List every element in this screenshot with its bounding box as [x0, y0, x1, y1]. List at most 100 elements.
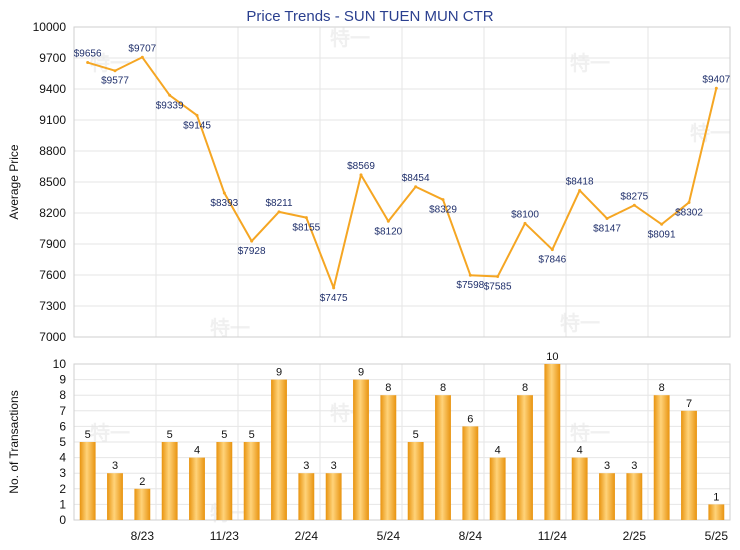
transaction-count-label: 6 [467, 413, 473, 425]
transactions-tick-label: 8 [59, 388, 66, 402]
transaction-count-label: 3 [604, 460, 610, 472]
chart-title: Price Trends - SUN TUEN MUN CTR [246, 8, 493, 25]
transaction-bar [626, 473, 643, 520]
price-point [140, 55, 144, 59]
price-data-label: $8100 [511, 209, 539, 220]
transaction-count-label: 4 [577, 445, 583, 457]
transaction-bar [298, 473, 315, 520]
price-data-label: $8569 [347, 161, 375, 172]
transaction-bar [325, 473, 342, 520]
month-tick-label: 11/24 [538, 529, 567, 543]
price-data-label: $8120 [374, 226, 402, 237]
transaction-bar [599, 473, 615, 520]
transaction-bar [489, 457, 506, 520]
transaction-count-label: 8 [440, 382, 446, 394]
transactions-tick-label: 1 [59, 497, 66, 511]
transaction-count-label: 3 [631, 460, 637, 472]
price-tick-label: 7000 [39, 330, 66, 344]
month-tick-label: 11/23 [210, 529, 239, 543]
transactions-tick-label: 10 [53, 357, 67, 371]
price-point [304, 216, 308, 220]
watermark-text: 特一 [560, 311, 600, 335]
transaction-bar [462, 426, 479, 520]
price-tick-label: 7300 [39, 299, 66, 313]
transaction-count-label: 8 [385, 382, 391, 394]
price-point [168, 93, 172, 97]
watermark-text: 特一 [90, 421, 130, 445]
transaction-bar [79, 442, 96, 520]
watermark-text: 特一 [570, 51, 610, 75]
price-data-label: $8155 [292, 223, 320, 234]
transaction-count-label: 4 [495, 445, 501, 457]
price-tick-label: 9400 [39, 82, 66, 96]
transactions-axis-label: No. of Transactions [7, 390, 21, 493]
transaction-count-label: 3 [331, 460, 337, 472]
month-tick-label: 5/25 [705, 529, 729, 543]
price-plot-frame [73, 26, 731, 338]
transaction-count-label: 9 [358, 367, 364, 379]
price-point [523, 221, 527, 225]
price-data-label: $9145 [183, 120, 211, 131]
transaction-bar [353, 379, 369, 520]
price-data-label: $8454 [402, 173, 430, 184]
transaction-count-label: 1 [713, 491, 719, 503]
price-point [605, 216, 609, 220]
transaction-count-label: 5 [221, 429, 227, 441]
price-data-label: $9656 [74, 49, 102, 60]
transaction-count-label: 5 [167, 429, 173, 441]
month-tick-label: 5/24 [377, 529, 401, 543]
price-tick-label: 8200 [39, 206, 66, 220]
transaction-bar [653, 395, 670, 520]
price-point [660, 222, 664, 226]
transaction-bar [435, 395, 451, 520]
price-point [441, 198, 445, 202]
price-series-line [87, 56, 718, 289]
transaction-count-label: 3 [112, 460, 118, 472]
transactions-tick-label: 0 [59, 513, 66, 527]
price-point [250, 239, 254, 243]
price-data-label: $8147 [593, 223, 621, 234]
month-tick-label: 2/24 [295, 529, 319, 543]
price-point [113, 69, 117, 73]
transaction-bar [407, 442, 424, 520]
transactions-tick-label: 3 [59, 466, 66, 480]
transactions-plot-frame [73, 363, 731, 521]
transaction-count-label: 8 [522, 382, 528, 394]
price-data-label: $8302 [675, 207, 703, 218]
price-tick-label: 7900 [39, 237, 66, 251]
price-tick-label: 7600 [39, 268, 66, 282]
price-point [468, 273, 472, 277]
price-tick-label: 8800 [39, 144, 66, 158]
price-data-label: $8275 [620, 191, 648, 202]
price-point [277, 210, 281, 214]
month-tick-label: 2/25 [623, 529, 647, 543]
price-data-label: $7585 [484, 282, 512, 293]
price-data-label: $9707 [128, 43, 156, 54]
transaction-count-label: 4 [194, 445, 200, 457]
transaction-bar [380, 395, 397, 520]
transaction-count-label: 7 [686, 398, 692, 410]
price-data-label: $7928 [238, 246, 266, 257]
price-point [632, 203, 636, 207]
price-data-label: $8393 [210, 198, 238, 209]
price-point [332, 286, 336, 290]
price-data-label: $8091 [648, 229, 676, 240]
price-tick-label: 9100 [39, 113, 66, 127]
price-data-label: $8329 [429, 205, 457, 216]
transaction-count-label: 8 [659, 382, 665, 394]
price-point [386, 219, 390, 223]
transaction-bar [243, 442, 260, 520]
watermark-text: 特一 [690, 121, 730, 145]
transaction-count-label: 3 [303, 460, 309, 472]
price-data-label: $7846 [538, 255, 566, 266]
transaction-bar [708, 504, 725, 520]
transaction-count-label: 2 [139, 476, 145, 488]
price-point [687, 200, 691, 204]
price-data-label: $8418 [566, 176, 594, 187]
price-data-label: $7598 [456, 280, 484, 291]
month-tick-label: 8/24 [459, 529, 483, 543]
price-point [714, 86, 718, 90]
watermark-text: 特一 [210, 316, 250, 340]
transaction-bar [544, 364, 561, 520]
